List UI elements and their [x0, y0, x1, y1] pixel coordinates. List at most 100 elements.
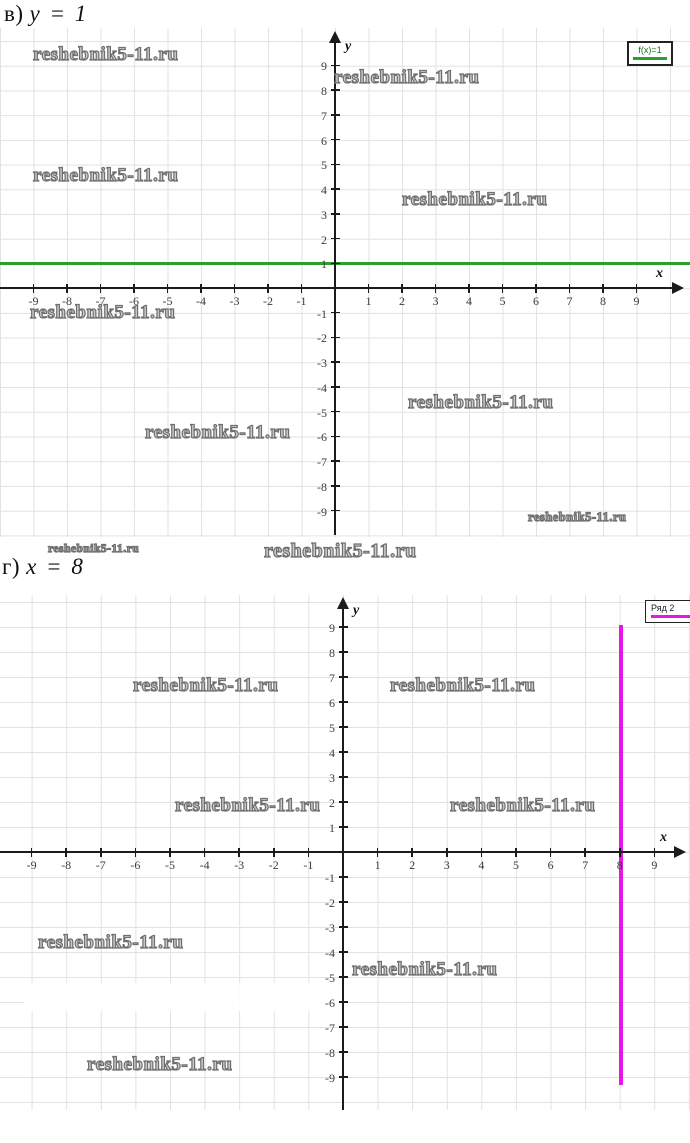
chart-2-title-prefix: г) [2, 554, 21, 579]
y-axis-tick-label: 5 [329, 721, 335, 735]
watermark: reshebnik5-11.ru [132, 675, 279, 697]
x-axis-tick-label: 6 [533, 294, 539, 308]
y-axis-tick-label: -4 [325, 946, 335, 960]
y-axis-tick-label: 7 [329, 671, 335, 685]
watermark: reshebnik5-11.ru [174, 795, 321, 817]
y-axis-tick-label: -8 [325, 1046, 335, 1060]
chart-2-y-axis-arrow-icon [337, 597, 349, 609]
x-axis-tick-label: -8 [62, 294, 72, 308]
y-axis-tick-label: -5 [325, 971, 335, 985]
y-axis-tick-label: -1 [317, 306, 327, 321]
watermark: reshebnik5-11.ru [333, 67, 480, 89]
chart-1-title: в) y = 1 [4, 1, 88, 27]
y-axis-tick-label: -3 [325, 921, 335, 935]
y-axis-tick-label: 9 [329, 621, 335, 635]
x-axis-tick-label: 9 [633, 294, 640, 308]
x-axis-tick-label: -8 [61, 858, 72, 872]
chart-1-legend-label: f(x)=1 [638, 45, 662, 55]
function-line-x-equals-8 [619, 625, 623, 1085]
y-axis-tick-label: 5 [321, 158, 327, 173]
chart-1-y-axis-label: y [345, 39, 352, 54]
chart-1-title-equation: y = 1 [29, 1, 89, 26]
x-axis-tick-label: 1 [374, 858, 381, 872]
y-axis-tick-label: 2 [329, 796, 335, 810]
y-axis-tick-label: 4 [321, 183, 327, 198]
x-axis-tick-label: -5 [162, 294, 173, 308]
chart-2-x-axis-label: x [660, 830, 667, 845]
y-axis-tick-label: -1 [325, 871, 335, 885]
y-axis-tick-label: -2 [317, 331, 327, 346]
x-axis-tick-label: 4 [466, 294, 472, 308]
y-axis-tick-label: 1 [321, 257, 327, 272]
x-axis-tick-label: 8 [600, 294, 606, 308]
x-axis-tick-label: 6 [547, 858, 554, 872]
x-axis-tick-label: 2 [399, 294, 405, 308]
y-axis-tick-label: 9 [321, 59, 327, 74]
x-axis-tick-label: 5 [499, 294, 506, 308]
x-axis-tick-label: 9 [651, 858, 658, 872]
y-axis-tick-label: 6 [329, 696, 335, 710]
x-axis-tick-label: -1 [296, 294, 307, 308]
x-axis-tick-label: -2 [268, 858, 279, 872]
y-axis-tick-label: -6 [325, 996, 335, 1010]
chart-2-legend-box: Ряд 2 [645, 600, 690, 623]
x-axis-tick-label: -2 [263, 294, 273, 308]
x-axis-tick-label: -3 [229, 294, 240, 308]
x-axis-tick-label: -4 [196, 294, 206, 308]
y-axis-tick-label: -3 [317, 356, 327, 371]
chart-1-y-axis-arrow-icon [329, 31, 341, 43]
watermark: reshebnik5-11.ru [86, 1054, 233, 1076]
y-axis-tick-label: 7 [321, 108, 327, 123]
chart-2-y-axis-label: y [353, 603, 360, 618]
watermark: reshebnik5-11.ru [527, 510, 627, 525]
y-axis-tick-label: 8 [321, 84, 327, 99]
x-axis-tick-label: 3 [432, 294, 439, 308]
y-axis-tick-label: -7 [325, 1021, 335, 1035]
y-axis-tick-label: 2 [321, 232, 327, 247]
watermark: reshebnik5-11.ru [29, 302, 176, 324]
x-axis-tick-label: 1 [365, 294, 372, 308]
y-axis-tick-label: -5 [317, 405, 327, 420]
watermark: reshebnik5-11.ru [263, 539, 417, 562]
watermark: reshebnik5-11.ru [449, 795, 596, 817]
x-axis-tick-label: 7 [566, 294, 573, 308]
y-axis-tick-label: 3 [321, 207, 327, 222]
y-axis-tick-label: 4 [329, 746, 335, 760]
chart-2-y-axis [342, 606, 344, 1110]
y-axis-tick-label: -7 [317, 455, 327, 470]
y-axis-tick-label: 8 [329, 646, 335, 660]
chart-1-x-axis [0, 287, 674, 289]
y-axis-tick-label: -6 [317, 430, 327, 445]
watermark: reshebnik5-11.ru [407, 392, 554, 414]
x-axis-tick-label: -5 [165, 858, 175, 872]
watermark: reshebnik5-11.ru [32, 44, 179, 66]
x-axis-tick-label: 4 [478, 858, 485, 872]
x-axis-tick-label: -6 [130, 858, 141, 872]
chart-1-x-axis-label: x [656, 266, 663, 281]
x-axis-tick-label: 3 [443, 858, 450, 872]
watermark: reshebnik5-11.ru [47, 542, 140, 555]
y-axis-tick-label: 6 [321, 133, 327, 148]
chart-2-title-equation: x = 8 [26, 554, 85, 579]
chart-2-x-axis-arrow-icon [674, 846, 686, 858]
x-axis-tick-label: 8 [616, 858, 623, 872]
x-axis-tick-label: -7 [95, 294, 106, 308]
y-axis-tick-label: -9 [317, 504, 327, 519]
y-axis-tick-label: -8 [317, 479, 327, 494]
watermark: reshebnik5-11.ru [37, 932, 184, 954]
chart-2-legend-label: Ряд 2 [651, 603, 675, 613]
chart-1-legend-line-swatch [633, 57, 667, 60]
watermark: reshebnik5-11.ru [351, 959, 498, 981]
chart-1-legend-box: f(x)=1 [627, 41, 673, 66]
x-axis-tick-label: 2 [409, 858, 416, 872]
x-axis-tick-label: -4 [199, 858, 210, 872]
erased-area [24, 983, 344, 1011]
function-line-y-equals-1 [0, 262, 690, 265]
watermark: reshebnik5-11.ru [389, 675, 536, 697]
x-axis-tick-label: -1 [303, 858, 314, 872]
watermark: reshebnik5-11.ru [401, 189, 548, 211]
x-axis-tick-label: -3 [234, 858, 245, 872]
x-axis-tick-label: -9 [28, 294, 39, 308]
watermark: reshebnik5-11.ru [144, 422, 291, 444]
